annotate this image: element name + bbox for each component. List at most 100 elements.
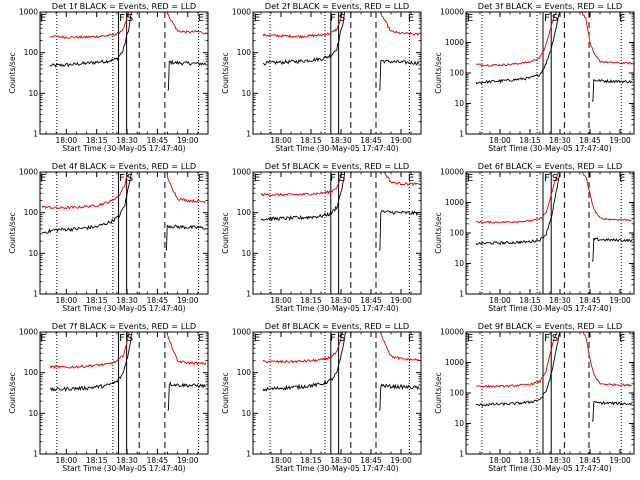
interval-marker-label: S <box>552 333 558 344</box>
x-tick-label: 19:00 <box>609 296 631 305</box>
chart-panel-5: Det 5f BLACK = Events, RED = LLD 1 10 100 10… <box>221 161 422 313</box>
y-tick-label: 100 <box>237 48 252 57</box>
interval-marker-label: S <box>127 13 133 24</box>
x-tick-label: 18:45 <box>360 296 382 305</box>
x-axis-label: Start Time (30-May-05 17:47:40) <box>62 144 185 153</box>
series-lld <box>262 12 420 39</box>
series-events-post- <box>592 400 632 422</box>
y-tick-label: 100 <box>24 208 39 217</box>
y-axis-label: Counts/sec <box>221 372 230 413</box>
y-tick-label: 10 <box>454 419 464 428</box>
plot-frame <box>465 171 635 295</box>
y-tick-label: 100 <box>24 48 39 57</box>
plot-frame <box>39 171 209 295</box>
series-events-post- <box>379 383 420 411</box>
y-tick-label: 1 <box>33 450 38 459</box>
series-lld <box>41 172 206 210</box>
interval-marker-label: E <box>198 13 204 24</box>
y-tick-label: 10 <box>241 89 251 98</box>
y-axis-label: Counts/sec <box>434 52 443 93</box>
series-lld <box>262 332 420 364</box>
interval-marker-label: E <box>408 333 414 344</box>
x-tick-label: 19:00 <box>390 136 412 145</box>
interval-marker-label: F <box>119 173 125 184</box>
y-tick-label: 1000 <box>232 168 251 177</box>
series-events <box>49 332 133 392</box>
x-tick-label: 18:15 <box>519 456 541 465</box>
y-tick-label: 1 <box>246 290 251 299</box>
y-tick-label: 10 <box>241 409 251 418</box>
y-tick-label: 1 <box>459 290 464 299</box>
interval-marker-label: E <box>619 333 625 344</box>
x-tick-label: 18:45 <box>147 456 169 465</box>
y-tick-label: 1 <box>246 450 251 459</box>
x-tick-label: 19:00 <box>390 456 412 465</box>
series-events-post- <box>379 59 419 91</box>
interval-marker-label: E <box>408 13 414 24</box>
y-axis-label: Counts/sec <box>221 52 230 93</box>
series-events-post- <box>379 209 419 251</box>
y-tick-label: 100 <box>24 368 39 377</box>
y-tick-label: 10000 <box>440 8 464 17</box>
chart-title: Det 2f BLACK = Events, RED = LLD <box>265 1 409 11</box>
series-events <box>262 332 346 392</box>
chart-panel-2: Det 2f BLACK = Events, RED = LLD 1 10 100 10… <box>221 1 422 153</box>
x-tick-label: 18:30 <box>330 136 352 145</box>
x-axis-label: Start Time (30-May-05 17:47:40) <box>488 464 611 473</box>
x-tick-label: 19:00 <box>609 136 631 145</box>
series-events <box>42 172 132 234</box>
x-tick-label: 18:30 <box>116 456 138 465</box>
y-tick-label: 1000 <box>445 198 464 207</box>
y-tick-label: 10 <box>28 409 38 418</box>
x-axis-label: Start Time (30-May-05 17:47:40) <box>275 464 398 473</box>
chart-title: Det 6f BLACK = Events, RED = LLD <box>478 161 622 171</box>
series-lld <box>49 12 207 40</box>
interval-marker-label: S <box>552 13 558 24</box>
plot-frame <box>252 11 422 135</box>
interval-marker-label: E <box>467 333 473 344</box>
plot-frame <box>39 331 209 455</box>
interval-marker-label: E <box>254 333 260 344</box>
interval-marker-label: F <box>544 173 550 184</box>
interval-marker-label: E <box>40 333 46 344</box>
series-events-post- <box>592 237 633 262</box>
chart-title: Det 3f BLACK = Events, RED = LLD <box>478 1 622 11</box>
series-events <box>260 172 346 222</box>
series-events <box>475 173 561 246</box>
x-tick-label: 18:30 <box>330 296 352 305</box>
chart-panel-4: Det 4f BLACK = Events, RED = LLD 1 10 100 10… <box>8 161 209 313</box>
y-tick-label: 1 <box>33 130 38 139</box>
chart-title: Det 8f BLACK = Events, RED = LLD <box>265 321 409 331</box>
x-tick-label: 18:15 <box>86 136 108 145</box>
interval-marker-label: E <box>619 13 625 24</box>
interval-marker-label: E <box>198 173 204 184</box>
x-tick-label: 18:15 <box>300 456 322 465</box>
y-tick-label: 10 <box>454 259 464 268</box>
plot-frame <box>465 331 635 455</box>
y-tick-label: 10 <box>28 249 38 258</box>
x-tick-label: 18:15 <box>519 296 541 305</box>
series-events-post- <box>592 78 632 102</box>
interval-marker-label: E <box>40 13 46 24</box>
y-tick-label: 10 <box>241 249 251 258</box>
x-axis-label: Start Time (30-May-05 17:47:40) <box>275 304 398 313</box>
series-events <box>49 12 132 68</box>
series-lld <box>475 332 632 388</box>
x-tick-label: 18:45 <box>579 136 601 145</box>
interval-marker-label: E <box>467 173 473 184</box>
x-tick-label: 18:00 <box>489 136 511 145</box>
x-tick-label: 18:15 <box>300 136 322 145</box>
x-tick-label: 18:30 <box>549 296 571 305</box>
y-axis-label: Counts/sec <box>8 212 17 253</box>
x-tick-label: 18:30 <box>330 456 352 465</box>
plot-frame <box>39 11 209 135</box>
chart-panel-7: Det 7f BLACK = Events, RED = LLD 1 10 100 10… <box>8 321 209 473</box>
interval-marker-label: S <box>127 333 133 344</box>
interval-marker-label: E <box>408 173 414 184</box>
y-tick-label: 100 <box>237 368 252 377</box>
y-tick-label: 1 <box>459 450 464 459</box>
series-events <box>475 12 561 85</box>
x-tick-label: 18:45 <box>579 456 601 465</box>
y-tick-label: 1000 <box>232 328 251 337</box>
